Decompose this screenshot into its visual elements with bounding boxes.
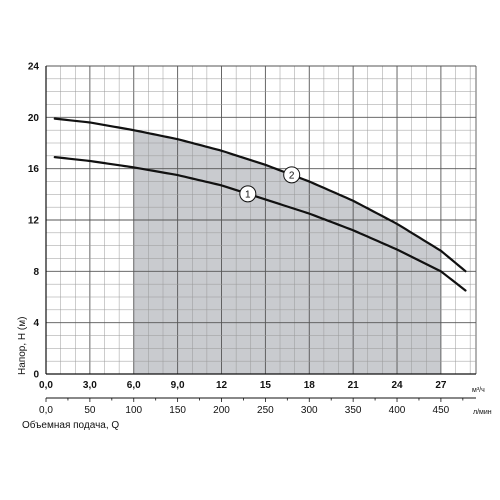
curve-marker-1 [239, 185, 257, 203]
x-tick-label-m3h: 21 [348, 380, 360, 391]
y-tick-label: 20 [28, 113, 40, 124]
x-tick-label-m3h: 18 [304, 380, 316, 391]
x-tick-label-lmin: 100 [125, 405, 142, 416]
x-tick-label-m3h: 12 [216, 380, 228, 391]
curve-marker-2 [283, 166, 301, 184]
x-tick-label-m3h: 15 [260, 380, 272, 391]
x-tick-label-m3h: 6,0 [127, 380, 141, 391]
y-tick-label: 4 [33, 318, 39, 329]
x-tick-label-lmin: 0,0 [39, 405, 53, 416]
x-tick-label-m3h: 27 [435, 380, 447, 391]
x-tick-label-lmin: 450 [433, 405, 450, 416]
curve-2 [53, 117, 467, 273]
x-tick-label-lmin: 300 [301, 405, 318, 416]
curve-label-2: 2 [289, 170, 295, 181]
x-tick-label-lmin: 250 [257, 405, 274, 416]
y-axis-label: Напор, H (м) [17, 317, 28, 375]
y-tick-label: 12 [28, 216, 40, 227]
x-tick-label-lmin: 400 [389, 405, 406, 416]
x-axis-label: Объемная подача, Q [22, 419, 119, 431]
chart-grid [45, 65, 477, 402]
x-tick-label-lmin: 200 [213, 405, 230, 416]
x-unit-m3h: м³/ч [472, 387, 485, 394]
y-tick-label: 24 [28, 62, 40, 73]
curve-1 [53, 156, 467, 292]
x-tick-label-m3h: 9,0 [171, 380, 185, 391]
x-unit-lmin: л/мин [473, 409, 492, 416]
x-tick-label-lmin: 150 [169, 405, 186, 416]
y-tick-label: 16 [28, 164, 40, 175]
curves: 12 [53, 117, 467, 292]
x-tick-label-m3h: 0,0 [39, 380, 53, 391]
x-tick-label-lmin: 50 [84, 405, 96, 416]
x-tick-label-m3h: 3,0 [83, 380, 97, 391]
curve-label-1: 1 [245, 189, 251, 200]
y-tick-label: 8 [33, 267, 39, 278]
y-tick-label: 0 [33, 370, 39, 381]
operating-range-area [133, 130, 441, 374]
x-tick-label-m3h: 24 [391, 380, 403, 391]
x-tick-label-lmin: 350 [345, 405, 362, 416]
operating-range-shade [133, 130, 441, 374]
